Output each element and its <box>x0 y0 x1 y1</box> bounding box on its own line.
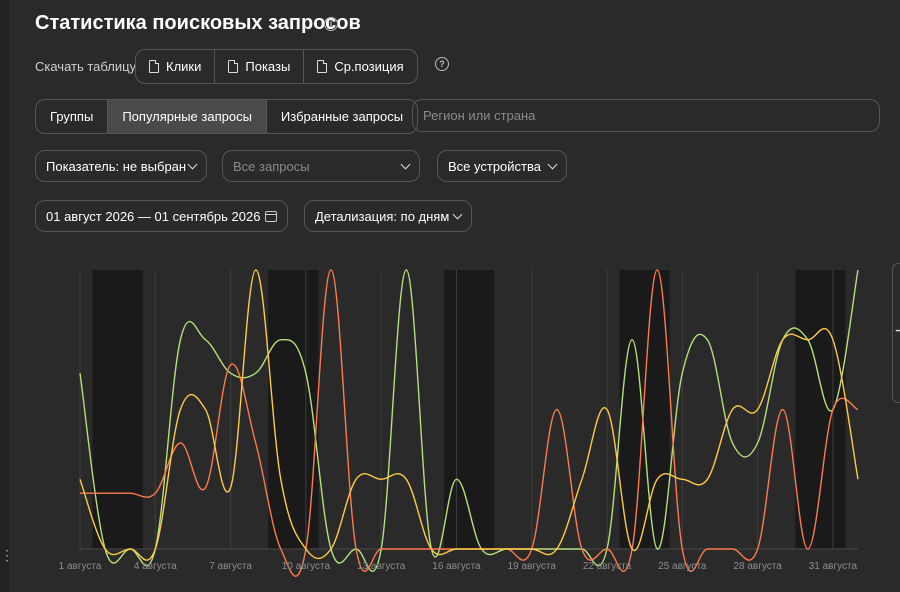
metric-select[interactable]: Показатель: не выбран <box>35 150 207 182</box>
x-tick-label: 31 августа <box>809 561 858 572</box>
x-tick-label: 16 августа <box>432 561 481 572</box>
series-line-3 <box>79 269 859 561</box>
x-tick-label: 1 августа <box>59 561 102 572</box>
page-title: Статистика поисковых запросов <box>35 12 361 34</box>
info-icon[interactable]: i <box>324 17 338 31</box>
region-input[interactable]: Регион или страна <box>412 99 880 132</box>
date-range-picker[interactable]: 01 август 2026 — 01 сентябрь 2026 <box>35 200 288 232</box>
download-clicks-button[interactable]: Клики <box>136 50 216 83</box>
download-clicks-label: Клики <box>166 59 202 74</box>
statistics-chart: 1 августа 4 августа 7 августа 10 августа 13 … <box>59 269 859 577</box>
download-position-button[interactable]: Ср.позиция <box>304 50 416 83</box>
series-line-1 <box>79 269 859 572</box>
tab-popular-queries[interactable]: Популярные запросы <box>108 100 267 133</box>
chevron-down-icon <box>547 159 558 169</box>
left-panel-edge <box>0 0 9 592</box>
x-axis-labels: 1 августа 4 августа 7 августа 10 августа 13 … <box>59 561 858 572</box>
date-range-value: 01 август 2026 — 01 сентябрь 2026 <box>46 208 261 224</box>
chevron-down-icon <box>187 159 198 169</box>
x-tick-label: 7 августа <box>209 561 252 572</box>
x-tick-label: 4 августа <box>134 561 177 572</box>
calendar-icon <box>265 210 277 222</box>
arrow-right-icon: ➜ <box>895 325 900 337</box>
detail-select[interactable]: Детализация: по дням <box>304 200 472 232</box>
devices-select[interactable]: Все устройства <box>437 150 567 182</box>
weekend-band <box>619 270 670 549</box>
metric-select-value: Показатель: не выбран <box>46 158 187 174</box>
download-position-label: Ср.позиция <box>334 59 404 74</box>
document-icon <box>149 60 159 73</box>
side-panel-toggle[interactable]: ➜ <box>892 263 900 403</box>
document-icon <box>317 60 328 73</box>
download-impressions-button[interactable]: Показы <box>215 50 305 83</box>
x-tick-label: 22 августа <box>583 561 632 572</box>
devices-select-value: Все устройства <box>448 158 541 174</box>
help-icon[interactable]: ? <box>435 57 449 71</box>
queries-select[interactable]: Все запросы <box>222 150 420 182</box>
weekend-band <box>795 270 846 549</box>
document-icon <box>228 60 239 73</box>
chart-series <box>79 269 859 577</box>
x-tick-label: 13 августа <box>357 561 406 572</box>
weekend-band <box>92 270 143 549</box>
tab-groups[interactable]: Группы <box>36 100 109 133</box>
chevron-down-icon <box>400 159 411 169</box>
download-label: Скачать таблицу <box>35 59 137 74</box>
x-tick-label: 19 августа <box>508 561 557 572</box>
x-tick-label: 28 августа <box>733 561 782 572</box>
weekend-bands <box>92 270 846 549</box>
query-tabs: Группы Популярные запросы Избранные запр… <box>35 99 419 134</box>
x-tick-label: 10 августа <box>282 561 331 572</box>
weekend-band <box>268 270 319 549</box>
weekend-band <box>443 270 495 549</box>
download-buttons: Клики Показы Ср.позиция <box>135 49 418 84</box>
tab-favorite-queries[interactable]: Избранные запросы <box>280 109 404 124</box>
chevron-down-icon <box>452 209 463 219</box>
x-tick-label: 25 августа <box>658 561 707 572</box>
download-impressions-label: Показы <box>245 59 291 74</box>
queries-select-placeholder: Все запросы <box>233 158 310 174</box>
drag-handle-icon[interactable]: ⋮ <box>0 547 14 563</box>
detail-select-value: Детализация: по дням <box>315 208 450 224</box>
region-placeholder: Регион или страна <box>423 108 536 123</box>
